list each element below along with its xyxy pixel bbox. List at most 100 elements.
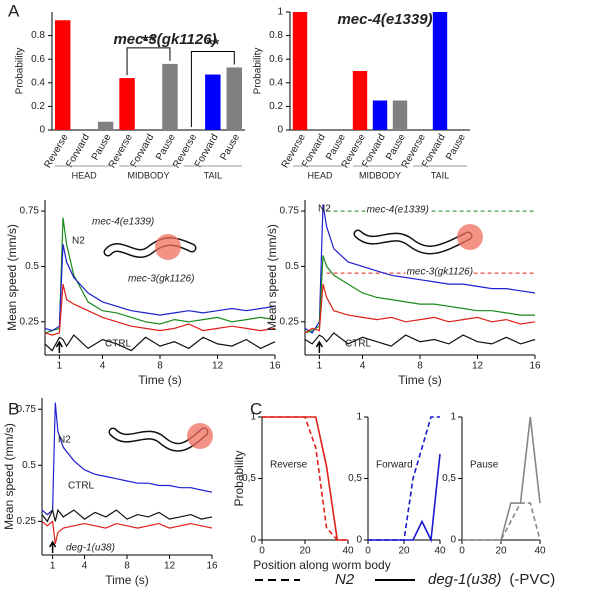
reference-label: mec-4(e1339) [367, 205, 429, 216]
series-label: mec-3(gk1126) [128, 274, 195, 285]
x-tick-label: 0 [459, 546, 465, 557]
x-tick-label: 40 [342, 546, 354, 557]
x-tick-label: 12 [472, 361, 484, 372]
legend-label: N2 [335, 571, 355, 588]
series-label: N2 [58, 435, 71, 446]
x-tick-label: 4 [82, 561, 88, 572]
y-tick-label: 0.4 [31, 77, 45, 88]
bar [372, 100, 388, 130]
significance-label: ** [207, 37, 220, 54]
y-axis-label: Probability [253, 48, 264, 95]
bar [97, 121, 114, 130]
bar [392, 100, 408, 130]
y-tick-label: 0,5 [348, 473, 362, 484]
x-axis-label: Position along worm body [253, 558, 390, 572]
x-tick-label: 0 [259, 546, 265, 557]
x-tick-label: 20 [495, 546, 507, 557]
worm-icon [353, 224, 483, 255]
y-axis-label: Probability [232, 450, 246, 506]
y-tick-label: 0.2 [269, 101, 283, 112]
y-tick-label: 0 [39, 125, 45, 136]
y-axis-label: Mean speed (mm/s) [5, 224, 19, 331]
y-tick-label: 1 [356, 412, 362, 423]
series-label: mec-4(e1339) [92, 217, 154, 228]
series-line [304, 255, 535, 334]
bar [432, 12, 448, 130]
series-label: CTRL [105, 339, 132, 350]
significance-bracket [190, 50, 235, 127]
y-tick-label: 1 [277, 7, 283, 18]
y-tick-label: 0.2 [31, 101, 45, 112]
panel-letter: A [8, 1, 20, 20]
bar [292, 12, 308, 130]
y-tick-label: 0.4 [269, 77, 283, 88]
chart-title: Forward [376, 460, 413, 471]
y-tick-label: 0,5 [242, 473, 256, 484]
y-tick-label: 0.75 [20, 206, 40, 217]
y-axis-label: Probability [15, 48, 26, 95]
x-tick-label: 1 [57, 361, 63, 372]
y-tick-label: 0.75 [280, 206, 300, 217]
series-label: CTRL [68, 481, 95, 492]
stimulus-arrow [315, 340, 324, 353]
series-line [41, 508, 213, 523]
bar [119, 78, 135, 130]
bar [226, 67, 242, 130]
stimulus-arrow [48, 540, 57, 553]
series-line [368, 416, 440, 541]
group-label: TAIL [431, 170, 449, 180]
series-line [44, 283, 276, 336]
worm-icon [103, 234, 197, 260]
x-tick-label: 12 [212, 361, 224, 372]
series-label: N2 [72, 236, 85, 247]
x-tick-label: 16 [269, 361, 281, 372]
x-tick-label: 12 [164, 561, 176, 572]
y-tick-label: 0.25 [20, 316, 40, 327]
x-tick-label: 40 [534, 546, 546, 557]
y-tick-label: 0.6 [31, 54, 45, 65]
group-label: TAIL [204, 170, 222, 180]
y-axis-label: Mean speed (mm/s) [265, 224, 279, 331]
y-tick-label: 1 [450, 412, 456, 423]
x-tick-label: Pause [444, 132, 468, 162]
significance-label: ** [142, 33, 155, 50]
significance-bracket [126, 47, 171, 76]
y-tick-label: 0.8 [31, 30, 45, 41]
series-line [462, 502, 541, 541]
group-label: MIDBODY [359, 170, 401, 180]
bar [55, 20, 71, 130]
series-line [262, 416, 348, 541]
y-tick-label: 0 [250, 535, 256, 546]
y-tick-label: 0.5 [25, 261, 39, 272]
y-tick-label: 0.25 [17, 516, 37, 527]
series-line [41, 402, 213, 516]
legend-note: (-PVC) [509, 571, 555, 588]
series-line [304, 204, 536, 334]
series-line [44, 217, 276, 334]
x-tick-label: 40 [434, 546, 446, 557]
x-axis-label: Time (s) [138, 373, 182, 387]
series-line [304, 332, 536, 347]
x-tick-label: Pause [218, 132, 242, 162]
x-axis-label: Time (s) [105, 573, 149, 587]
y-tick-label: 0,5 [442, 473, 456, 484]
y-tick-label: 0.25 [280, 316, 300, 327]
x-tick-label: 8 [124, 561, 130, 572]
series-line [44, 244, 276, 332]
y-tick-label: 1 [250, 412, 256, 423]
y-axis-label: Mean speed (mm/s) [2, 423, 16, 530]
y-tick-label: 0.5 [22, 460, 36, 471]
worm-icon [108, 423, 213, 452]
panel-letter: C [250, 399, 262, 418]
bar [352, 71, 368, 130]
chart-title: Reverse [270, 460, 308, 471]
x-tick-label: 0 [365, 546, 371, 557]
x-tick-label: 16 [206, 561, 218, 572]
group-label: MIDBODY [127, 170, 169, 180]
series-line [462, 416, 541, 541]
x-tick-label: 1 [50, 561, 56, 572]
x-tick-label: 1 [317, 361, 323, 372]
y-tick-label: 0 [356, 535, 362, 546]
bar [205, 74, 221, 130]
